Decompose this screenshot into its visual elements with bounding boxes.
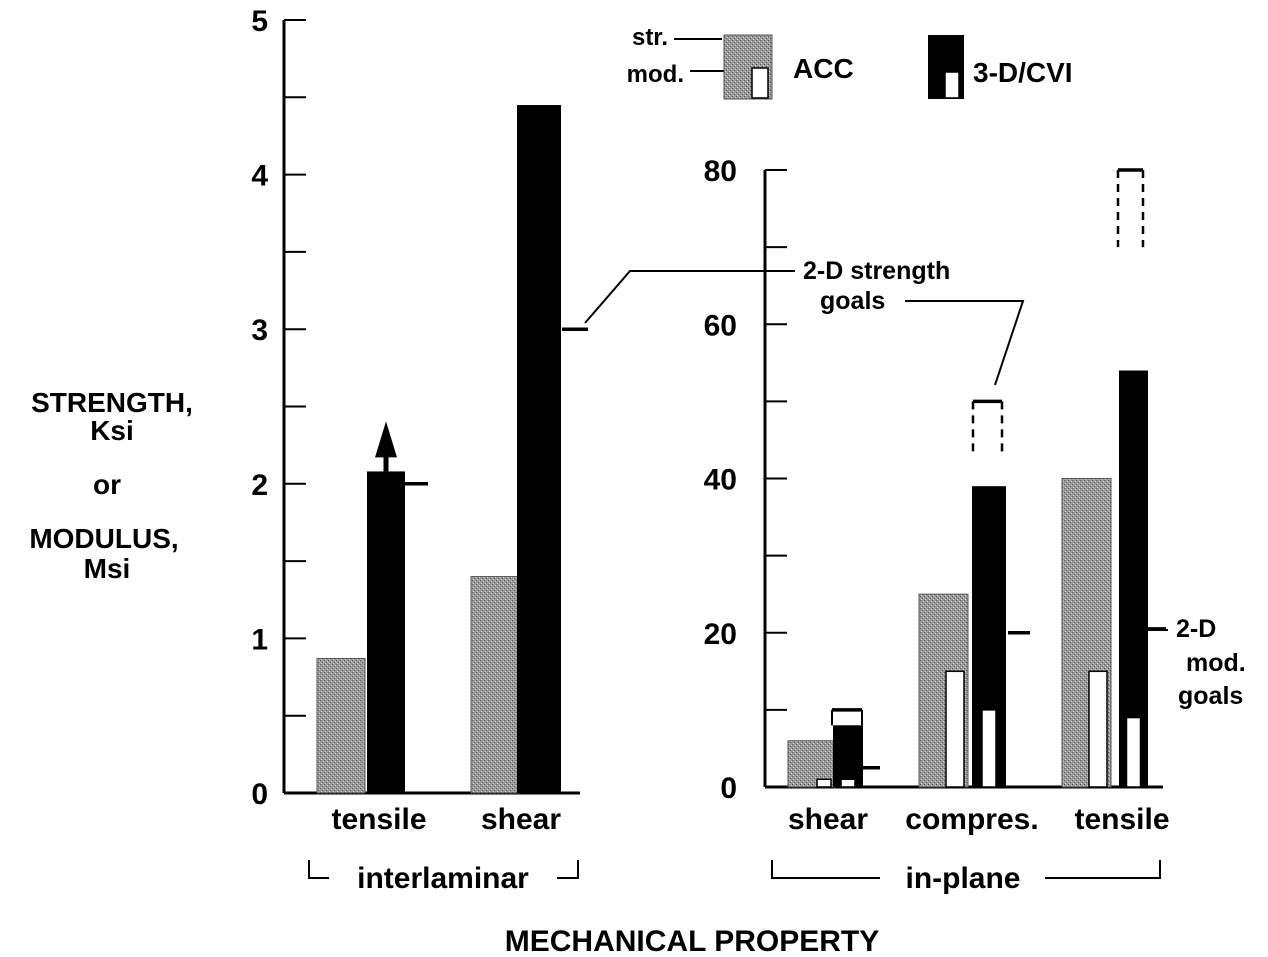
bar-acc-strength-tensile (316, 657, 366, 794)
right-y-tick-label: 0 (720, 772, 737, 805)
right-y-tick-label: 40 (704, 464, 737, 497)
right-y-tick-label: 60 (704, 309, 737, 342)
bar-acc-modulus-tensile (1088, 670, 1108, 788)
group-label-in-plane: in-plane (905, 862, 1020, 895)
legend-label-3d-cvi: 3-D/CVI (973, 57, 1073, 88)
modulus-goals-text-line: 2-D (1176, 615, 1216, 643)
bar-3d-cvi-modulus-shear (840, 778, 856, 788)
bar-acc-strength-shear (470, 576, 520, 794)
y-axis-label-line: Msi (84, 553, 131, 584)
group-bracket-left (308, 860, 329, 879)
modulus-goals-annotation: 2-D mod. goals (1145, 615, 1246, 710)
y-axis-label-line: Ksi (90, 415, 134, 446)
modulus-goals-text-line: mod. (1186, 649, 1246, 677)
left-y-tick-label: 0 (251, 778, 268, 811)
y-axis-label-line: STRENGTH, (31, 387, 193, 418)
bar-3d-cvi-modulus-tensile (1125, 716, 1142, 788)
bar-acc-modulus-compres (945, 670, 965, 788)
right-y-tick-label: 20 (704, 618, 737, 651)
legend-swatch-acc-modulus (751, 67, 769, 99)
left-y-tick-label: 4 (251, 160, 268, 193)
category-label-compres: compres. (905, 803, 1038, 836)
in-plane-panel: 0 20 40 60 80 shear compres. tensile in-plan… (704, 155, 1170, 895)
legend-strength-label: str. (632, 24, 668, 51)
modulus-goals-text-line: goals (1178, 682, 1243, 710)
y-axis-label-line: or (93, 469, 121, 500)
bar-3d-cvi-modulus-compres (981, 709, 997, 788)
strength-goals-annotation: 2-D strength goals (584, 257, 1025, 386)
left-y-tick-label: 5 (251, 5, 268, 38)
group-bracket-right (557, 860, 579, 879)
legend-modulus-label: mod. (627, 61, 684, 88)
group-label-interlaminar: interlaminar (357, 862, 529, 895)
left-y-tick-label: 1 (251, 623, 268, 656)
left-y-tick-label: 2 (251, 469, 268, 502)
bar-acc-modulus-shear (816, 778, 832, 788)
strength-goals-text-line: 2-D strength (803, 257, 950, 285)
category-label-shear: shear (481, 803, 561, 836)
category-label-shear: shear (788, 803, 868, 836)
left-y-tick-label: 3 (251, 314, 268, 347)
strength-goals-leader-right (905, 300, 1025, 386)
interlaminar-panel: 0 1 2 3 4 5 tensile shear interlaminar (251, 5, 588, 895)
group-bracket-left (771, 860, 880, 879)
y-axis-label-line: MODULUS, (29, 523, 178, 554)
category-label-tensile: tensile (331, 803, 426, 836)
category-label-tensile: tensile (1074, 803, 1169, 836)
bar-3d-cvi-strength-shear (517, 105, 561, 793)
legend-swatch-3d-cvi-modulus (944, 71, 960, 99)
bar-3d-cvi-strength-tensile (367, 471, 405, 793)
x-axis-title: MECHANICAL PROPERTY (505, 925, 879, 957)
bar-3d-cvi-strength-shear (833, 725, 863, 787)
y-axis-label: STRENGTH, Ksi or MODULUS, Msi (29, 387, 193, 584)
strength-goals-text-line: goals (820, 287, 885, 315)
strength-goals-leader-left (584, 270, 795, 324)
right-y-tick-label: 80 (704, 155, 737, 188)
group-bracket-right (1045, 860, 1161, 879)
exceeds-arrow-head (375, 421, 397, 458)
legend: str. mod. ACC 3-D/CVI (627, 24, 1073, 100)
legend-label-acc: ACC (793, 53, 854, 84)
